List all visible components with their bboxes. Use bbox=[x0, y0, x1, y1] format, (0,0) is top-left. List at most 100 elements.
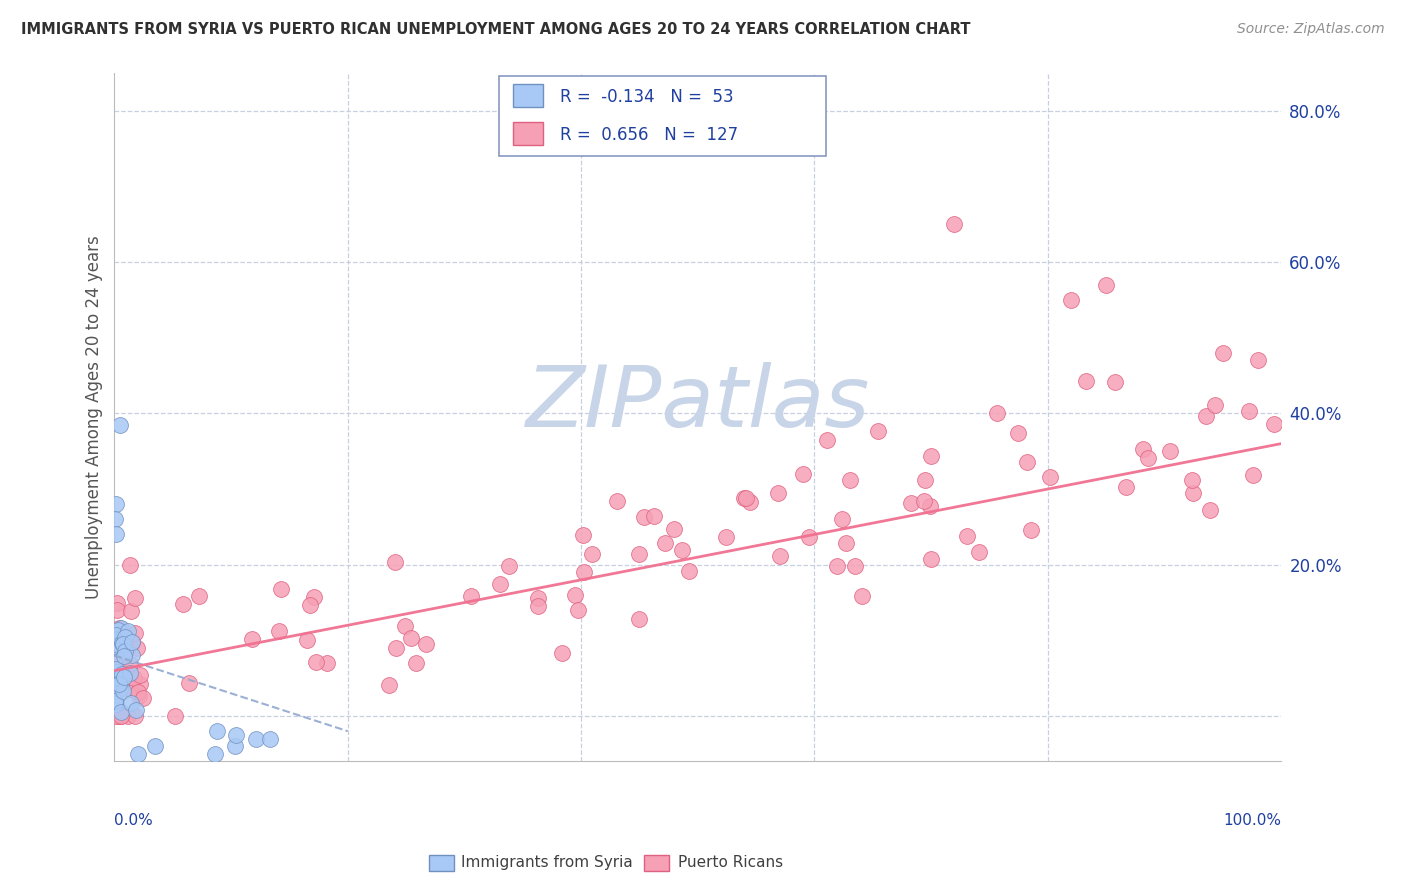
Point bbox=[986, 406, 1008, 420]
Point bbox=[103, 512, 125, 526]
Point bbox=[108, 680, 131, 694]
Point bbox=[104, 632, 127, 647]
Point bbox=[112, 649, 135, 664]
Point bbox=[1199, 502, 1222, 516]
Point bbox=[270, 582, 292, 596]
Point bbox=[128, 668, 150, 682]
Point bbox=[302, 590, 325, 604]
Point bbox=[120, 696, 142, 710]
Point bbox=[299, 598, 322, 612]
Point bbox=[912, 493, 935, 508]
Point bbox=[108, 637, 131, 651]
Point bbox=[920, 552, 942, 566]
Point bbox=[797, 531, 820, 545]
Point bbox=[768, 549, 790, 564]
Point bbox=[114, 630, 136, 644]
Point bbox=[1263, 417, 1285, 432]
Point bbox=[574, 565, 596, 579]
Point bbox=[394, 619, 416, 633]
Text: R =  -0.134   N =  53: R = -0.134 N = 53 bbox=[560, 88, 734, 106]
Point bbox=[868, 424, 890, 438]
Point bbox=[108, 674, 131, 689]
Point bbox=[120, 604, 142, 618]
Point bbox=[112, 647, 135, 661]
Point bbox=[378, 678, 401, 692]
Point bbox=[107, 669, 129, 683]
Point bbox=[172, 597, 194, 611]
Point bbox=[179, 676, 201, 690]
Point bbox=[415, 637, 437, 651]
Text: ZIPatlas: ZIPatlas bbox=[526, 362, 870, 445]
Point bbox=[527, 591, 550, 605]
Bar bbox=[499, 77, 825, 155]
Point bbox=[108, 664, 131, 678]
Point bbox=[143, 739, 166, 754]
Point bbox=[224, 739, 246, 754]
Point bbox=[654, 536, 676, 550]
Point bbox=[118, 665, 141, 680]
Point bbox=[114, 640, 136, 655]
Point bbox=[104, 678, 127, 692]
Point bbox=[1237, 404, 1260, 418]
Point bbox=[1021, 523, 1043, 537]
Point bbox=[114, 644, 136, 658]
Point bbox=[105, 697, 128, 711]
Point bbox=[1039, 470, 1062, 484]
Point bbox=[104, 673, 127, 688]
Point bbox=[111, 674, 134, 689]
Point bbox=[105, 706, 128, 721]
Text: 100.0%: 100.0% bbox=[1223, 814, 1281, 828]
Point bbox=[104, 662, 127, 676]
Point bbox=[571, 527, 593, 541]
Point bbox=[110, 417, 132, 432]
Point bbox=[384, 555, 406, 569]
Point bbox=[107, 676, 129, 690]
Point bbox=[815, 433, 838, 447]
Point bbox=[245, 731, 267, 746]
Point bbox=[1060, 293, 1083, 307]
Point bbox=[107, 621, 129, 635]
Point bbox=[121, 635, 143, 649]
Point bbox=[112, 670, 135, 684]
Point bbox=[678, 565, 700, 579]
Point bbox=[124, 671, 146, 685]
Point bbox=[104, 640, 127, 654]
Point bbox=[943, 217, 966, 231]
Point bbox=[914, 473, 936, 487]
Point bbox=[1181, 474, 1204, 488]
Point bbox=[920, 449, 942, 463]
Point bbox=[104, 527, 127, 541]
Point bbox=[385, 641, 408, 656]
Point bbox=[918, 500, 941, 514]
Point bbox=[738, 494, 761, 508]
Point bbox=[110, 709, 132, 723]
Point bbox=[204, 747, 226, 761]
Point bbox=[103, 688, 125, 702]
Point bbox=[118, 682, 141, 697]
Point bbox=[110, 706, 132, 720]
Point bbox=[240, 632, 263, 647]
Point bbox=[297, 632, 319, 647]
Point bbox=[124, 626, 146, 640]
Point bbox=[125, 641, 148, 656]
Point bbox=[1246, 353, 1268, 368]
Point bbox=[269, 624, 291, 639]
Point bbox=[112, 640, 135, 654]
Point bbox=[405, 656, 427, 670]
Point bbox=[108, 681, 131, 696]
Point bbox=[104, 694, 127, 708]
Point bbox=[132, 690, 155, 705]
Point bbox=[108, 709, 131, 723]
Point bbox=[127, 747, 149, 761]
Point bbox=[1195, 409, 1218, 424]
Point bbox=[105, 709, 128, 723]
Point bbox=[110, 669, 132, 683]
Point bbox=[112, 637, 135, 651]
Point bbox=[124, 703, 146, 717]
Point bbox=[111, 667, 134, 681]
Point bbox=[110, 709, 132, 723]
Text: Immigrants from Syria: Immigrants from Syria bbox=[461, 855, 633, 870]
Point bbox=[111, 636, 134, 650]
Point bbox=[117, 709, 139, 723]
Point bbox=[108, 641, 131, 656]
